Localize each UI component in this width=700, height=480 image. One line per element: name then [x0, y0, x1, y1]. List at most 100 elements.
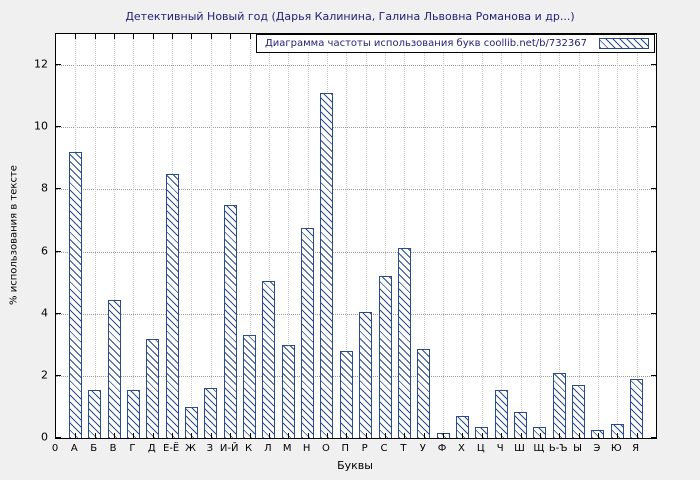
bar-Г	[126, 389, 140, 438]
x-tick-mark	[249, 433, 251, 438]
bar-З	[204, 388, 218, 438]
x-tick-label: Ц	[476, 443, 485, 454]
bar-Ю	[610, 424, 624, 438]
x-tick-label: Г	[129, 443, 136, 454]
y-tick-mark	[651, 374, 656, 376]
legend-swatch	[599, 38, 649, 49]
bar-Д	[146, 338, 160, 438]
x-tick-mark	[210, 34, 212, 39]
x-tick-mark	[307, 433, 309, 438]
x-tick-label: Щ	[533, 443, 545, 454]
x-tick-label: Я	[632, 443, 640, 454]
gridline-vertical	[114, 34, 116, 438]
gridline-vertical	[249, 34, 251, 438]
plot-area: Диаграмма частоты использования букв coo…	[55, 33, 657, 439]
bar-У	[417, 349, 431, 438]
bar-Ч	[494, 389, 508, 438]
gridline-vertical	[133, 34, 135, 438]
y-tick-mark	[651, 437, 656, 438]
gridline-vertical	[268, 34, 270, 438]
y-tick-label: 0	[41, 430, 48, 444]
x-tick-label: Е-Ё	[163, 443, 180, 454]
gridline-vertical	[152, 34, 154, 438]
x-tick-mark	[385, 433, 387, 438]
x-tick-mark	[443, 433, 445, 438]
x-tick-mark	[75, 34, 77, 39]
y-tick-mark	[651, 188, 656, 190]
x-tick-mark	[559, 433, 561, 438]
gridline-vertical	[288, 34, 290, 438]
x-tick-label: Ы	[573, 443, 582, 454]
gridline-horizontal	[56, 65, 656, 67]
x-tick-label: Х	[458, 443, 465, 454]
y-tick-mark	[56, 188, 61, 190]
bar-Б	[88, 389, 102, 438]
gridline-vertical	[578, 34, 580, 438]
x-tick-mark	[481, 433, 483, 438]
x-tick-mark	[346, 433, 348, 438]
bar-Р	[359, 312, 373, 438]
x-tick-mark	[114, 34, 116, 39]
x-tick-mark	[172, 34, 174, 39]
x-tick-mark	[191, 433, 193, 438]
x-tick-label: С	[380, 443, 388, 454]
x-tick-label: Д	[147, 443, 156, 454]
gridline-horizontal	[56, 375, 656, 377]
y-tick-mark	[651, 64, 656, 66]
gridline-vertical	[520, 34, 522, 438]
y-axis-label: % использования в тексте	[8, 165, 20, 305]
x-tick-label: И-Й	[219, 443, 239, 454]
y-tick-mark	[56, 437, 61, 438]
gridline-vertical	[210, 34, 212, 438]
bar-И-Й	[223, 204, 237, 438]
gridline-vertical	[559, 34, 561, 438]
bar-С	[378, 276, 392, 438]
x-tick-label: Л	[264, 443, 272, 454]
x-tick-mark	[462, 433, 464, 438]
x-tick-mark	[94, 34, 96, 39]
y-tick-label: 6	[41, 244, 48, 258]
bar-П	[339, 351, 353, 438]
y-tick-mark	[56, 374, 61, 376]
x-tick-label: Ж	[185, 443, 196, 454]
x-tick-label: Б	[90, 443, 98, 454]
bar-А	[68, 152, 82, 438]
bar-Ц	[475, 427, 489, 438]
bar-В	[107, 299, 121, 438]
x-tick-mark	[501, 433, 503, 438]
x-tick-label: В	[109, 443, 117, 454]
y-tick-mark	[651, 250, 656, 252]
gridline-vertical	[617, 34, 619, 438]
gridline-vertical	[423, 34, 425, 438]
gridline-horizontal	[56, 251, 656, 253]
bar-Ш	[514, 411, 528, 438]
x-tick-mark	[617, 433, 619, 438]
gridline-vertical	[404, 34, 406, 438]
bar-Л	[262, 281, 276, 438]
x-tick-mark	[326, 433, 328, 438]
y-tick-mark	[56, 64, 61, 66]
gridline-vertical	[539, 34, 541, 438]
x-tick-mark	[578, 433, 580, 438]
bar-Ы	[572, 385, 586, 438]
x-tick-mark	[94, 433, 96, 438]
y-tick-mark	[56, 312, 61, 314]
y-tick-label: 8	[41, 181, 48, 195]
bar-Н	[301, 228, 315, 438]
x-tick-mark	[152, 433, 154, 438]
x-tick-mark	[133, 433, 135, 438]
x-tick-mark	[191, 34, 193, 39]
x-tick-mark	[520, 433, 522, 438]
x-tick-mark	[230, 433, 232, 438]
gridline-vertical	[481, 34, 483, 438]
y-tick-mark	[651, 312, 656, 314]
x-tick-mark	[268, 433, 270, 438]
y-tick-label: 2	[41, 368, 48, 382]
x-tick-label: К	[244, 443, 253, 454]
gridline-vertical	[636, 34, 638, 438]
bar-М	[281, 344, 295, 438]
x-tick-label: Р	[361, 443, 368, 454]
x-tick-label: У	[419, 443, 426, 454]
x-tick-mark	[75, 433, 77, 438]
bar-Х	[455, 416, 469, 438]
